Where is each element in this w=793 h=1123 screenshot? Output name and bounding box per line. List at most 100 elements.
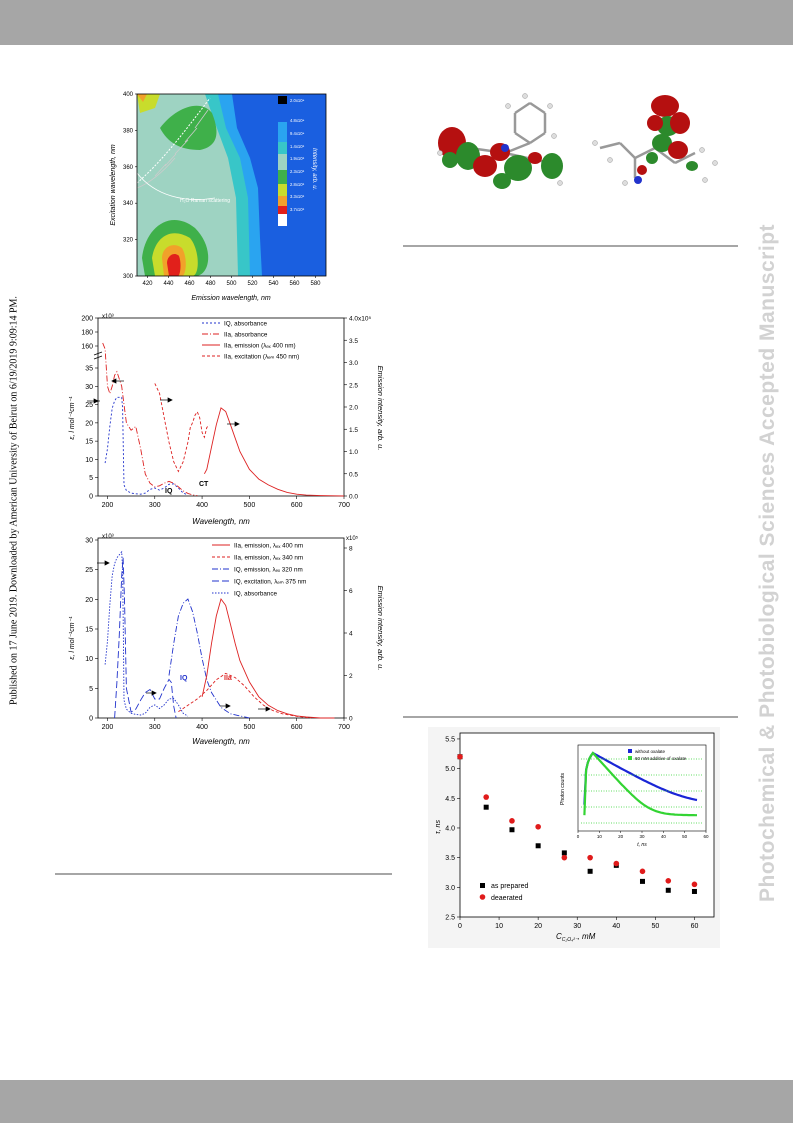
raman-hatch [137,109,209,189]
cm-colorbar-level: 4.8x10⁴ [290,118,305,123]
y-left-tick-label: 0 [89,494,93,501]
cm-colorbar-title: Intensity, arb. u. [311,148,317,190]
fig5-inset: 0 10 20 30 40 50 60 without oxalate 60 mM addi… [560,744,709,848]
cm-xtick-label: 440 [163,281,174,287]
inset-x-tick-label: 40 [661,834,667,839]
contour-topleft2 [137,94,147,102]
raman-arc [137,172,216,200]
x-tick-label: 50 [651,923,659,930]
y-left-tick-label: 15 [85,627,93,634]
fig5-ylabel: τ, ns [435,820,442,834]
rule-right-top [403,245,738,247]
y-tick-label: 4.5 [445,796,455,803]
legend-label: IIa, absorbance [224,332,268,339]
x-tick-label: 300 [149,724,161,731]
x-tick-label: 500 [244,502,256,509]
y-left-tick-label: 10 [85,656,93,663]
legend-label: IQ, emission, λₑₓ 320 nm [234,567,303,574]
inset-x-tick-label: 10 [597,834,603,839]
data-point-deaerated [665,877,672,884]
y-right-tick-label: 2 [349,673,353,680]
series-line [104,396,189,496]
data-point-deaerated [483,794,489,800]
data-point-prepared [639,878,645,884]
y-tick-label: 2.5 [445,915,455,922]
rule-right-mid [403,716,738,718]
y-left-tick-label: 0 [89,716,93,723]
legend-label: IQ, absorbance [224,321,268,328]
inset-legend-without: without oxalate [635,749,666,754]
x-tick-label: 200 [102,724,114,731]
x-tick-label: 300 [149,502,161,509]
cm-ytick-label: 400 [123,92,134,98]
absorbance-emission-chart-top: 200 300 400 500 600 700 0 5 10 15 20 25 30 35 160 180 20… [69,314,385,526]
fig5-xlabel-main: C [556,932,562,941]
cm-xtick-label: 420 [142,281,153,287]
y-left-tick-label: 180 [81,330,93,337]
y-tick-label: 5.0 [445,766,455,773]
data-point-deaerated [457,753,463,760]
legend-label: IIa, emission, λₑₓ 400 nm [234,543,303,550]
cm-ylabel: Excitation wavelength, nm [110,144,117,225]
legend-label: IQ, excitation, λₑₘ 375 nm [234,579,306,586]
x-tick-label: 60 [691,923,699,930]
y-left-tick-label: 25 [85,402,93,409]
y-left-tick-label: 30 [85,538,93,545]
series-line [102,342,198,497]
cm-xtick-label: 500 [226,281,237,287]
data-point-deaerated [509,818,515,824]
fig3-ylabel-left: ε, l mol⁻¹cm⁻¹ [69,616,76,660]
y-right-tick-label: 1.0 [349,449,358,456]
y-left-tick-label: 160 [81,344,93,351]
fig2-label-iq: IQ [165,488,173,495]
fig2-ylabel-right: Emission intensity, arb. u. [376,366,385,451]
lifetime-vs-oxalate-chart: 0 10 20 30 40 50 60 2.5 3.0 3.5 4.0 4.5 5.0 5.5 τ, ns… [428,727,720,948]
data-point-prepared [665,887,671,893]
y-left-tick-label: 200 [81,316,93,323]
y-left-tick-label: 10 [85,457,93,464]
fig3-multiplier-right: x10⁵ [346,535,359,542]
cm-ytick-label: 300 [123,274,134,280]
cm-xlabel: Emission wavelength, nm [191,295,271,302]
y-left-tick-label: 5 [89,686,93,693]
cm-colorbar-level: 2.8x10⁵ [290,182,305,187]
lumo-orbital [592,95,718,186]
cm-colorbar-level: 2.3x10⁵ [290,169,305,174]
data-point-prepared [561,850,567,856]
x-tick-label: 700 [338,724,350,731]
y-tick-label: 4.0 [445,825,455,832]
inset-decay-with-oxalate [583,751,697,817]
fig3-multiplier-left: x10³ [102,534,114,540]
fig2-ylabel-left: ε, l mol⁻¹cm⁻¹ [69,396,76,440]
x-tick-label: 0 [458,923,462,930]
y-right-tick-label: 1.5 [349,427,358,434]
series-line [201,597,335,719]
series-line [154,383,210,473]
fig5-xlabel-unit: , mM [578,932,596,941]
x-tick-label: 400 [196,502,208,509]
x-tick-label: 20 [534,923,542,930]
data-point-prepared [483,804,489,810]
inset-ylabel: Photon counts [560,773,566,805]
cm-ytick-label: 380 [123,128,134,134]
fig5-legend-marker-deaerated [479,894,486,900]
y-right-tick-label: 4.0x10⁵ [349,316,372,323]
y-left-tick-label: 35 [85,366,93,373]
cm-colorbar-level: 1.4x10⁵ [290,144,305,149]
y-left-tick-label: 5 [89,475,93,482]
cm-ytick-label: 320 [123,238,134,244]
y-left-tick-label: 25 [85,567,93,574]
cm-colorbar-level: 3.3x10⁵ [290,194,305,199]
cm-xtick-label: 480 [205,281,216,287]
series-line [204,407,345,497]
data-point-deaerated [613,860,620,867]
fig2-xlabel: Wavelength, nm [192,517,250,526]
fig3-label-iia: IIa [224,675,232,682]
x-tick-label: 500 [244,724,256,731]
cm-colorbar-level: 9.4x10⁴ [290,131,305,136]
y-right-tick-label: 8 [349,546,353,553]
inset-x-tick-label: 30 [639,834,645,839]
x-tick-label: 30 [573,923,581,930]
fig5-legend-deaerated: deaerated [491,895,523,902]
y-right-tick-label: 6 [349,588,353,595]
